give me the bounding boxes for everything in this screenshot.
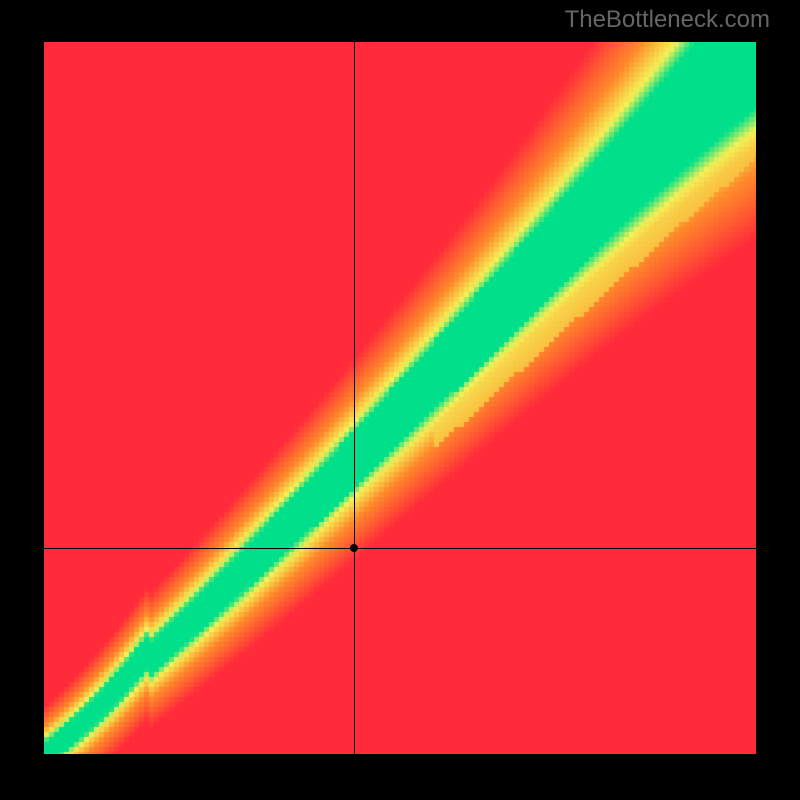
- heatmap-plot: [44, 42, 756, 754]
- watermark-text: TheBottleneck.com: [565, 6, 770, 34]
- crosshair-vertical: [354, 42, 355, 754]
- crosshair-horizontal: [44, 548, 756, 549]
- crosshair-marker: [350, 544, 358, 552]
- heatmap-canvas: [44, 42, 756, 754]
